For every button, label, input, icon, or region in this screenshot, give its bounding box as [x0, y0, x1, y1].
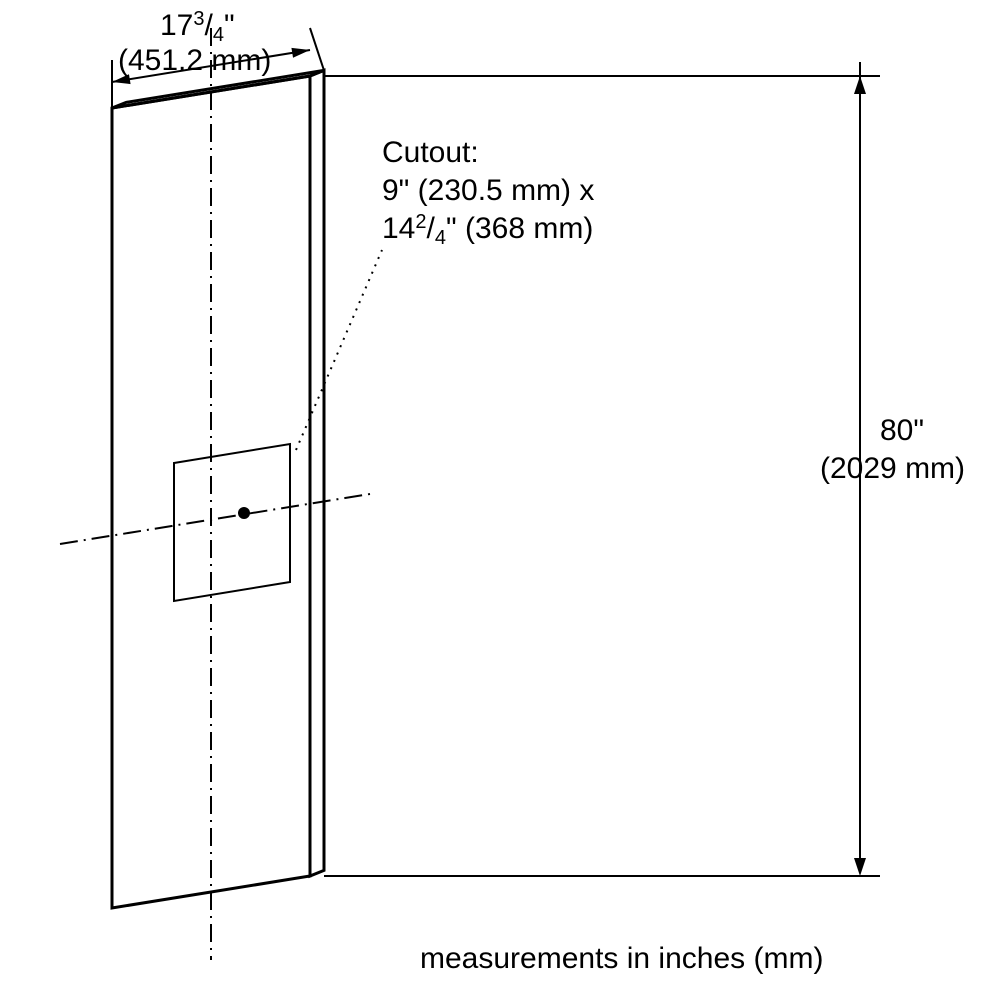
cutout-note-line2: 9" (230.5 mm) x: [382, 174, 594, 207]
width-label-inches: 173/4": [160, 8, 235, 46]
height-label-mm: (2029 mm): [820, 452, 965, 485]
width-label-mm: (451.2 mm): [118, 44, 271, 77]
panel-right-edge: [310, 70, 324, 876]
cutout-center-dot: [238, 507, 250, 519]
height-label-inches: 80": [880, 414, 924, 447]
footer-note: measurements in inches (mm): [420, 942, 823, 975]
cutout-note-title: Cutout:: [382, 136, 479, 169]
cutout-note-line3: 142/4" (368 mm): [382, 211, 593, 249]
